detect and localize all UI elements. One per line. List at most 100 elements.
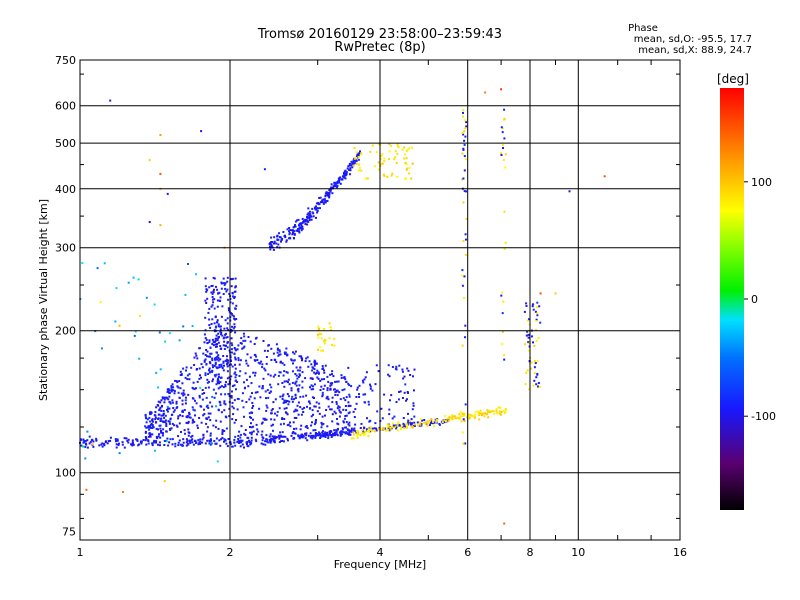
echo-point — [254, 354, 257, 357]
echo-point — [231, 390, 233, 393]
echo-point — [278, 350, 281, 353]
echo-point — [225, 336, 228, 339]
echo-point — [357, 156, 360, 159]
echo-point — [214, 357, 216, 360]
echo-point — [342, 175, 345, 178]
echo-point — [406, 426, 408, 429]
echo-point — [466, 415, 469, 418]
echo-point — [177, 441, 180, 444]
echo-point — [249, 443, 252, 446]
echo-point — [345, 173, 348, 176]
echo-point — [154, 411, 157, 413]
echo-point — [309, 436, 312, 439]
echo-point — [391, 172, 394, 175]
echo-point — [411, 146, 414, 149]
echo-point — [375, 427, 378, 430]
echo-point — [205, 338, 208, 341]
echo-point — [158, 433, 160, 436]
echo-point — [503, 354, 505, 357]
echo-point — [373, 165, 376, 168]
echo-point — [249, 356, 252, 359]
echo-point — [293, 225, 296, 228]
echo-point — [346, 167, 349, 170]
echo-point — [209, 352, 212, 355]
echo-point — [100, 347, 103, 350]
echo-point — [230, 348, 233, 351]
echo-point — [350, 160, 353, 163]
echo-point — [426, 424, 429, 427]
echo-point — [354, 423, 357, 426]
echo-point — [408, 420, 411, 423]
echo-point — [144, 431, 147, 434]
echo-point — [316, 369, 319, 372]
echo-point — [288, 230, 290, 233]
echo-point — [371, 389, 374, 392]
echo-point — [262, 443, 265, 446]
echo-point — [314, 435, 317, 438]
echo-point — [196, 424, 199, 427]
echo-point — [168, 441, 171, 444]
echo-point — [337, 427, 339, 430]
echo-point — [157, 418, 160, 420]
echo-point — [286, 393, 289, 395]
echo-point — [326, 396, 329, 399]
echo-point — [185, 421, 188, 424]
echo-point — [86, 439, 89, 442]
echo-point — [248, 441, 251, 444]
echo-point — [178, 380, 181, 383]
echo-point — [233, 372, 236, 375]
echo-point — [234, 307, 237, 310]
echo-point — [328, 189, 331, 192]
echo-point — [235, 318, 238, 320]
echo-point — [240, 425, 243, 428]
echo-point — [184, 293, 187, 296]
echo-point — [126, 439, 129, 442]
echo-point — [305, 394, 308, 397]
echo-point — [308, 210, 311, 213]
echo-point — [204, 316, 207, 319]
echo-point — [328, 433, 331, 436]
echo-point — [328, 322, 331, 325]
echo-point — [326, 431, 329, 434]
echo-point — [239, 436, 242, 439]
echo-point — [459, 417, 462, 420]
echo-point — [208, 439, 211, 442]
echo-point — [81, 262, 84, 265]
echo-point — [203, 359, 206, 362]
echo-point — [222, 277, 225, 280]
echo-point — [121, 443, 124, 446]
echo-point — [282, 401, 285, 404]
echo-point — [260, 422, 263, 425]
echo-point — [306, 405, 308, 408]
echo-point — [344, 415, 347, 417]
echo-point — [219, 347, 222, 350]
echo-point — [157, 428, 159, 431]
echo-point — [205, 396, 208, 399]
echo-point — [79, 439, 82, 442]
echo-point — [252, 405, 255, 407]
echo-point — [251, 401, 254, 404]
echo-point — [277, 383, 280, 386]
echo-point — [345, 421, 348, 424]
echo-point — [325, 191, 328, 194]
echo-point — [82, 445, 85, 448]
echo-point — [419, 418, 422, 421]
echo-point — [214, 345, 217, 348]
echo-point — [159, 419, 162, 422]
echo-point — [316, 210, 319, 212]
echo-point — [264, 443, 267, 446]
echo-point — [320, 426, 323, 429]
echo-point — [220, 363, 223, 366]
echo-point — [148, 432, 151, 435]
echo-point — [224, 439, 226, 442]
echo-point — [303, 406, 306, 409]
echo-point — [208, 367, 211, 370]
echo-point — [320, 200, 323, 203]
echo-point — [217, 292, 220, 295]
echo-point — [338, 178, 341, 181]
echo-point — [195, 402, 198, 405]
echo-point — [438, 423, 441, 425]
echo-point — [459, 415, 462, 418]
echo-point — [103, 443, 105, 446]
echo-point — [308, 219, 311, 222]
